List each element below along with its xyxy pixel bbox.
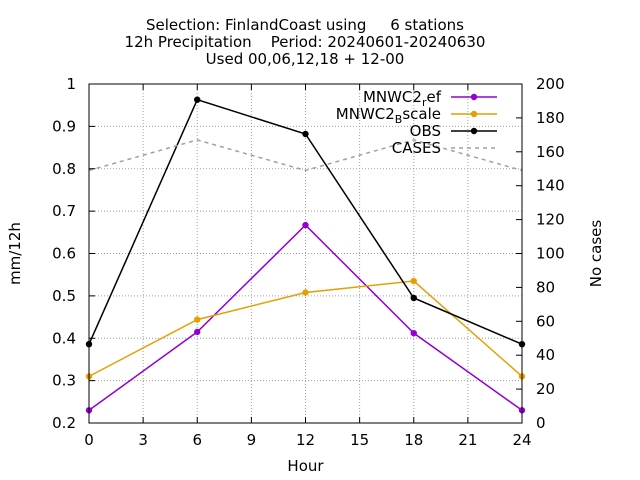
y-tick-label: 0.6	[52, 245, 76, 263]
y2-tick-label: 20	[536, 380, 555, 398]
data-point-mnwc2_ref	[410, 329, 417, 337]
data-point-obs	[302, 130, 309, 138]
y-tick-label: 0.8	[52, 160, 76, 178]
x-tick-label: 0	[84, 431, 94, 449]
chart-title: Selection: FinlandCoast using 6 stations…	[125, 16, 486, 68]
legend-marker-mnwc2_bscale	[470, 110, 478, 118]
y2-tick-label: 160	[536, 143, 565, 161]
y-tick-label: 1	[66, 75, 76, 93]
y2-tick-label: 0	[536, 414, 546, 432]
y-tick-label: 0.7	[52, 202, 76, 220]
y-tick-label: 0.4	[52, 329, 76, 347]
series-lines	[85, 96, 526, 414]
y2-tick-label: 40	[536, 346, 555, 364]
y-tick-label: 0.9	[52, 117, 76, 135]
y2-tick-label: 140	[536, 177, 565, 195]
y2-tick-label: 200	[536, 75, 565, 93]
y2-tick-label: 100	[536, 245, 565, 263]
y-tick-label: 0.2	[52, 414, 76, 432]
title-line: Used 00,06,12,18 + 12-00	[206, 50, 405, 68]
x-tick-label: 21	[458, 431, 477, 449]
y-tick-label: 0.3	[52, 372, 76, 390]
legend-label-cases: CASES	[392, 139, 441, 157]
x-tick-label: 3	[138, 431, 148, 449]
data-point-mnwc2_ref	[194, 328, 201, 336]
title-line: Selection: FinlandCoast using 6 stations	[146, 16, 464, 34]
x-tick-label: 6	[192, 431, 202, 449]
legend-marker-obs	[470, 127, 478, 135]
grid	[89, 84, 522, 423]
y2-tick-label: 80	[536, 278, 555, 296]
legend-label-mnwc2_bscale: MNWC2Bscale	[336, 105, 441, 126]
x-tick-label: 15	[350, 431, 369, 449]
data-point-mnwc2_bscale	[410, 277, 417, 285]
x-axis-label: Hour	[287, 457, 324, 475]
data-point-obs	[410, 294, 417, 302]
title-line: 12h Precipitation Period: 20240601-20240…	[125, 33, 486, 51]
y-axis-label: mm/12h	[6, 222, 24, 285]
data-point-mnwc2_bscale	[302, 289, 309, 296]
legend-marker-mnwc2_ref	[470, 93, 478, 101]
data-point-mnwc2_ref	[302, 221, 309, 229]
x-tick-label: 9	[247, 431, 257, 449]
legend-label-mnwc2_ref: MNWC2ref	[363, 88, 442, 109]
series-line-cases	[88, 139, 523, 172]
y-tick-label: 0.5	[52, 287, 76, 305]
data-point-mnwc2_bscale	[194, 316, 201, 323]
x-tick-label: 24	[512, 431, 531, 449]
axis-ticks: 0 3 6 9 12 15 18 21 240.20.30.40.50.60.70.80.910…	[52, 75, 565, 449]
y2-tick-label: 120	[536, 211, 565, 229]
y2-tick-label: 60	[536, 312, 555, 330]
data-point-obs	[194, 96, 201, 103]
x-tick-label: 12	[296, 431, 315, 449]
y2-axis-label: No cases	[587, 220, 605, 288]
legend-label-obs: OBS	[410, 122, 441, 140]
x-tick-label: 18	[404, 431, 423, 449]
y2-tick-label: 180	[536, 109, 565, 127]
